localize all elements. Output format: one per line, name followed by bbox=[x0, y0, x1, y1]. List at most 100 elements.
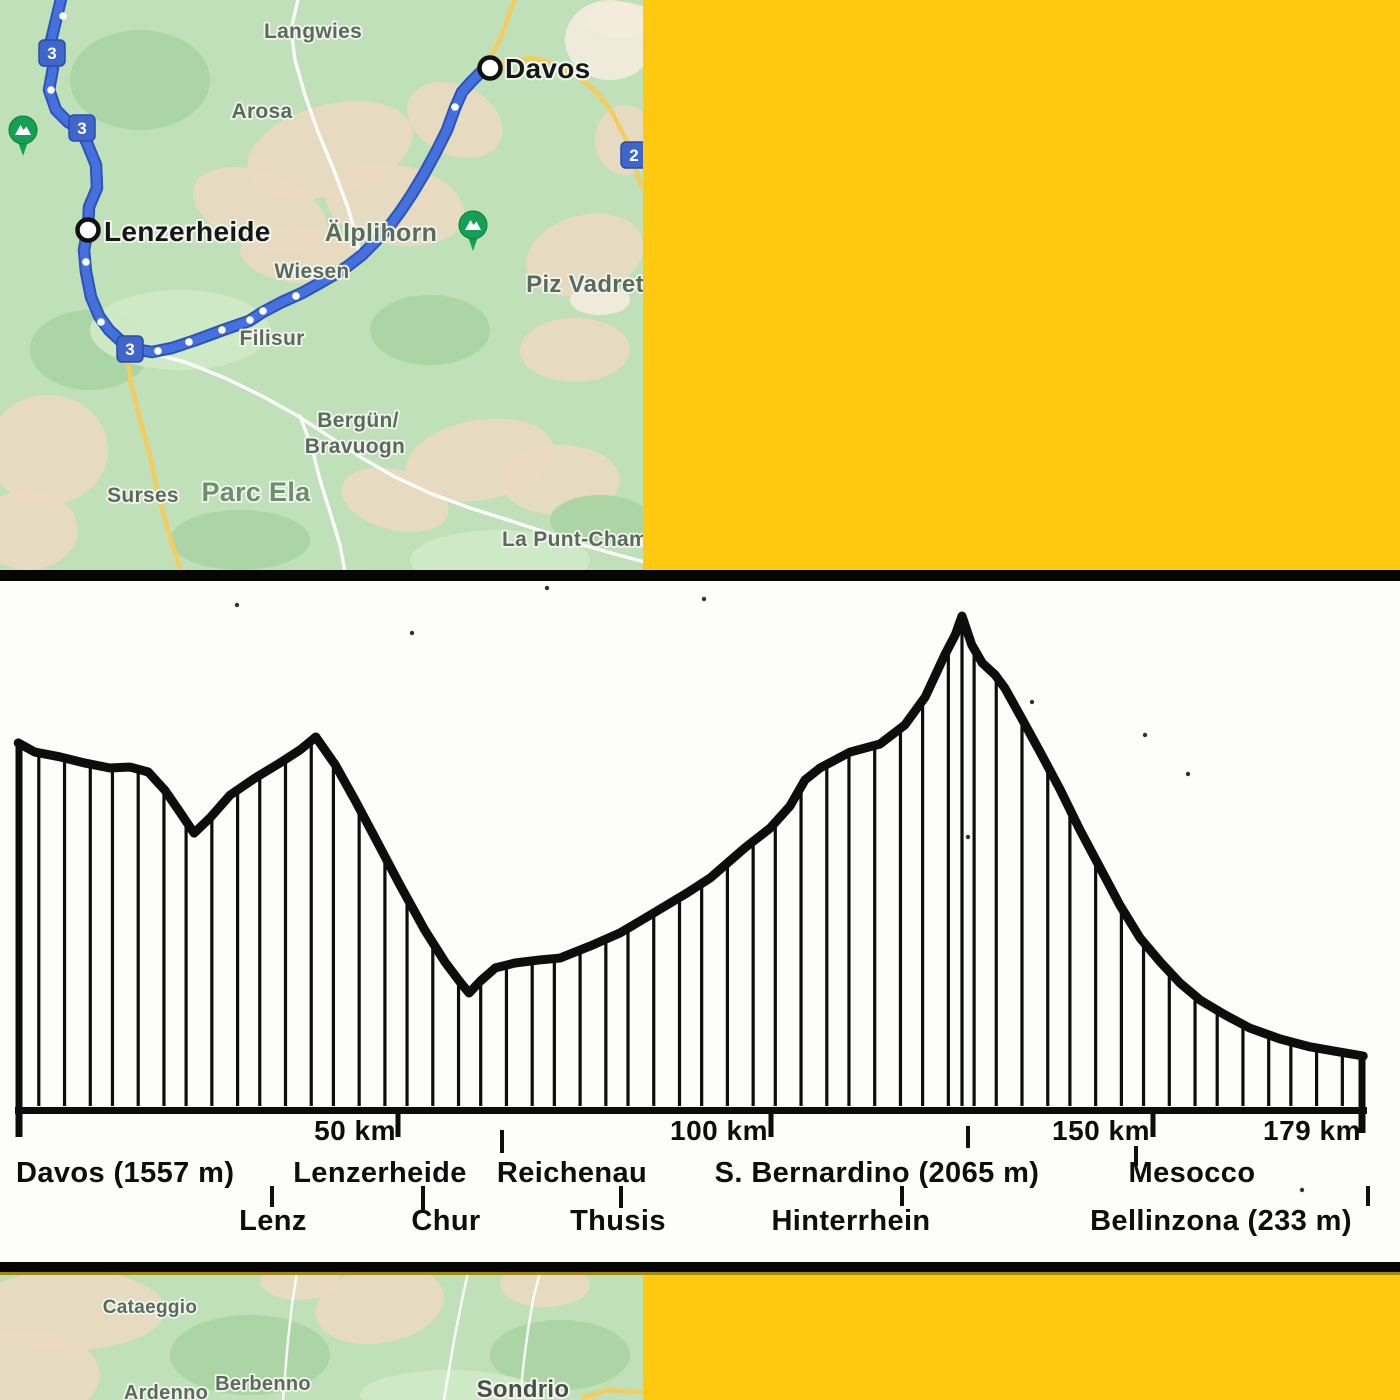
waypoint-label: Davos (1557 m) bbox=[16, 1157, 234, 1189]
terrain-blob bbox=[170, 1315, 330, 1395]
terrain-blob bbox=[315, 1272, 445, 1345]
divider-bottom bbox=[0, 1262, 1400, 1272]
road-yellow bbox=[124, 352, 183, 570]
route-waypoint-dot bbox=[246, 316, 254, 324]
route-badge-label: 3 bbox=[47, 44, 56, 63]
map-label: Filisur bbox=[239, 327, 304, 350]
terrain-blob bbox=[325, 163, 465, 247]
waypoint-label: Thusis bbox=[570, 1205, 666, 1237]
map-label: Bergün/ bbox=[317, 409, 398, 432]
route-shield-icon bbox=[116, 335, 144, 363]
map-label: Parc Ela bbox=[202, 477, 312, 507]
terrain-blob bbox=[0, 490, 78, 570]
route-waypoint-dot bbox=[218, 326, 226, 334]
road-white bbox=[289, 0, 362, 260]
mountain-pin-icon[interactable] bbox=[458, 210, 488, 251]
waypoint-label: Hinterrhein bbox=[771, 1205, 930, 1237]
route-waypoint-dot bbox=[97, 318, 105, 326]
route-waypoint-dot bbox=[82, 258, 90, 266]
scan-speck bbox=[409, 630, 415, 636]
map-marker-davos[interactable] bbox=[477, 55, 503, 81]
scan-speck bbox=[544, 585, 550, 591]
elevation-profile-line bbox=[13, 611, 1368, 1061]
river-line bbox=[281, 1272, 299, 1400]
chart-background bbox=[0, 581, 1400, 1262]
map-label: Sondrio bbox=[477, 1376, 570, 1400]
map-label: Cataeggio bbox=[103, 1297, 198, 1318]
scan-speck bbox=[1029, 699, 1035, 705]
terrain-blob bbox=[240, 226, 360, 284]
km-tick-label: 179 km bbox=[1263, 1115, 1361, 1146]
waypoint-label: Chur bbox=[411, 1205, 480, 1237]
scan-speck bbox=[701, 596, 707, 602]
route-badge-3[interactable]: 3 bbox=[38, 39, 66, 67]
map-label: La Punt-Cham bbox=[502, 528, 643, 551]
road-white bbox=[148, 351, 643, 564]
route-badge-label: 3 bbox=[125, 340, 134, 359]
waypoint-label: S. Bernardino (2065 m) bbox=[715, 1157, 1040, 1189]
route-shield-icon bbox=[68, 114, 96, 142]
waypoint-label: Lenzerheide bbox=[293, 1157, 467, 1189]
km-tick-label: 150 km bbox=[1052, 1115, 1150, 1146]
terrain-blob bbox=[550, 495, 643, 545]
map-label: Piz Vadret bbox=[526, 271, 643, 298]
route-waypoint-dot bbox=[47, 86, 55, 94]
scan-speck bbox=[1299, 1187, 1305, 1193]
route-map-bottom[interactable]: Cataeggio Ardenno Berbenno Sondrio bbox=[0, 1272, 643, 1400]
route-waypoint-dot bbox=[328, 272, 336, 280]
route-shield-icon bbox=[38, 39, 66, 67]
route-badge-label: 3 bbox=[77, 119, 86, 138]
route-waypoint-dot bbox=[292, 292, 300, 300]
river-line bbox=[518, 1272, 542, 1400]
terrain-blob bbox=[260, 1272, 340, 1300]
waypoint-label: Mesocco bbox=[1129, 1157, 1256, 1189]
map-label: Arosa bbox=[231, 100, 292, 123]
mountain-pin-icon[interactable] bbox=[8, 115, 38, 156]
bottom-strip: Cataeggio Ardenno Berbenno Sondrio bbox=[0, 1272, 1400, 1400]
map-label: Surses bbox=[107, 484, 179, 507]
scan-speck bbox=[1185, 771, 1191, 777]
terrain-blob bbox=[370, 295, 490, 365]
scan-speck bbox=[965, 834, 971, 840]
route-waypoint-dot bbox=[185, 338, 193, 346]
terrain-blob bbox=[526, 213, 643, 297]
terrain-blob bbox=[0, 1272, 165, 1350]
map-marker-lenzerheide[interactable] bbox=[75, 217, 101, 243]
map-label: Ardenno bbox=[124, 1382, 208, 1400]
route-waypoint-dot bbox=[154, 347, 162, 355]
route-waypoint-dot bbox=[380, 229, 388, 237]
route-waypoint-dot bbox=[451, 103, 459, 111]
olive-edge-line bbox=[0, 1272, 643, 1275]
scan-speck bbox=[234, 602, 240, 608]
map-label: Älplihorn bbox=[325, 219, 437, 247]
terrain-blob bbox=[585, 2, 643, 38]
divider-top bbox=[0, 570, 1400, 581]
terrain-blob bbox=[0, 1330, 100, 1400]
scan-speck bbox=[1142, 732, 1148, 738]
elevation-profile-panel: 50 km 100 km 150 km 179 km Davos (1557 m) Len… bbox=[0, 581, 1400, 1262]
road-yellow bbox=[580, 1387, 643, 1400]
terrain-blob bbox=[410, 530, 590, 570]
route-badge-3[interactable]: 3 bbox=[68, 114, 96, 142]
map-label: Wiesen bbox=[274, 260, 349, 283]
route-badge-2[interactable]: 2 bbox=[620, 141, 643, 169]
map-label: Bravuogn bbox=[305, 435, 405, 458]
mountain-glyph bbox=[15, 125, 31, 135]
terrain-blob bbox=[341, 467, 449, 533]
route-badge-3[interactable]: 3 bbox=[116, 335, 144, 363]
route-shield-icon bbox=[620, 141, 643, 169]
waypoint-label: Reichenau bbox=[497, 1157, 647, 1189]
terrain-blob bbox=[170, 510, 310, 570]
km-tick-label: 100 km bbox=[670, 1115, 768, 1146]
route-waypoint-dot bbox=[259, 307, 267, 315]
axis-baseline bbox=[15, 1107, 1367, 1114]
mountain-glyph bbox=[465, 220, 481, 230]
road-white bbox=[298, 414, 347, 570]
map-label: Lenzerheide bbox=[104, 216, 271, 247]
route-map-top[interactable]: 3 3 3 2 Langwies Arosa Davos Lenzerheide Älpliho… bbox=[0, 0, 643, 570]
route-badge-label: 2 bbox=[629, 146, 638, 165]
yellow-panel-bottom bbox=[643, 1272, 1400, 1400]
terrain-blob bbox=[490, 1320, 630, 1390]
terrain-blob bbox=[570, 285, 630, 315]
